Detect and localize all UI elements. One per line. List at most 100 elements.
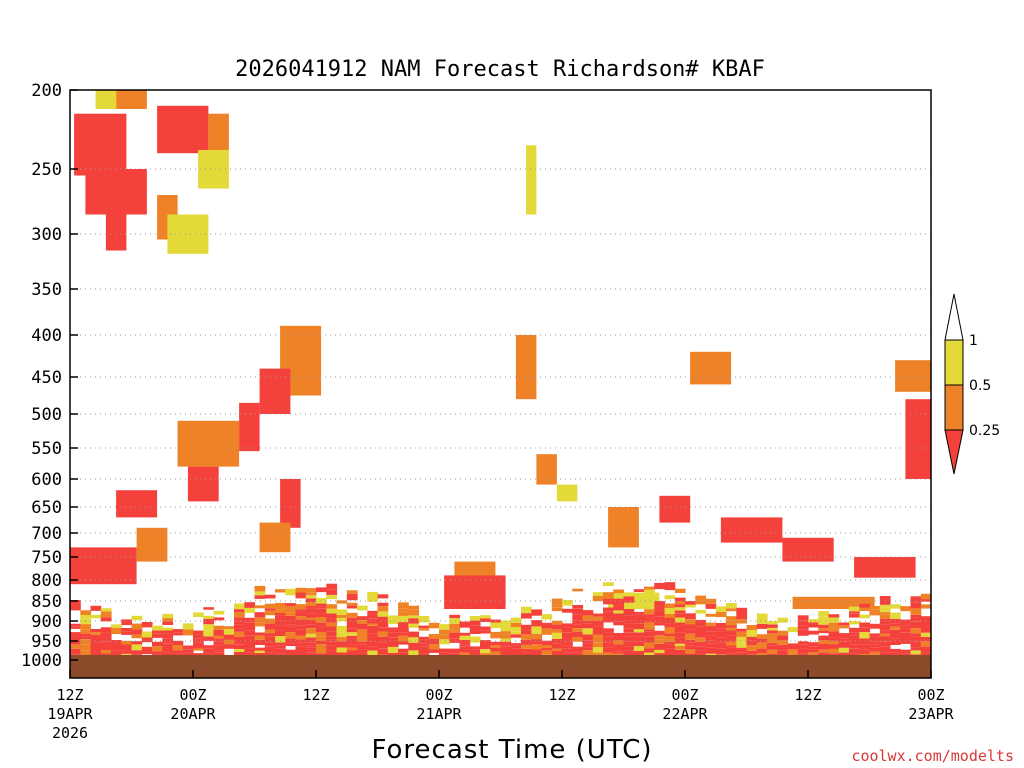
- heatmap-cell: [654, 622, 666, 626]
- heatmap-cell: [285, 588, 297, 592]
- heatmap-cell: [849, 627, 860, 633]
- heatmap-cell: [244, 635, 256, 643]
- heatmap-cell: [234, 628, 245, 632]
- heatmap-cell: [726, 630, 737, 636]
- x-tick-date-5: 22APR: [662, 705, 708, 723]
- heatmap-cell: [705, 622, 717, 626]
- heatmap-cell: [726, 616, 737, 621]
- heatmap-cell: [562, 645, 573, 649]
- heatmap-cell: [767, 621, 778, 625]
- heatmap-cell: [326, 645, 338, 651]
- heatmap-cell: [172, 640, 184, 645]
- heatmap-cell: [480, 630, 491, 634]
- heatmap-cell: [357, 605, 368, 611]
- heatmap-cell: [726, 620, 737, 626]
- heatmap-cell: [254, 605, 266, 609]
- heatmap-cell: [623, 619, 635, 624]
- heatmap-region-7: [95, 90, 117, 109]
- heatmap-cell: [664, 627, 676, 634]
- heatmap-cell: [408, 637, 420, 643]
- heatmap-cell: [910, 596, 922, 603]
- heatmap-cell: [408, 618, 420, 624]
- heatmap-cell: [541, 628, 553, 635]
- heatmap-cell: [859, 603, 871, 608]
- heatmap-cell: [131, 623, 143, 630]
- heatmap-cell: [756, 623, 768, 629]
- heatmap-cell: [674, 604, 686, 608]
- heatmap-cell: [603, 636, 614, 643]
- heatmap-cell: [500, 651, 512, 655]
- heatmap-cell: [736, 619, 748, 624]
- heatmap-cell: [398, 632, 409, 636]
- heatmap-cell: [182, 629, 194, 636]
- heatmap-cell: [203, 607, 215, 610]
- heatmap-cell: [838, 638, 850, 642]
- heatmap-cell: [664, 648, 676, 654]
- heatmap-cell: [357, 623, 368, 630]
- heatmap-cell: [121, 619, 133, 626]
- heatmap-cell: [521, 624, 532, 631]
- heatmap-cell: [920, 646, 931, 653]
- heatmap-cell: [264, 629, 276, 634]
- y-tick-label-750: 750: [31, 548, 62, 568]
- y-tick-label-400: 400: [31, 326, 62, 346]
- heatmap-region-2: [105, 214, 127, 251]
- heatmap-cell: [90, 645, 102, 650]
- heatmap-cell: [920, 616, 931, 622]
- heatmap-cell: [787, 646, 799, 650]
- heatmap-cell: [726, 641, 737, 646]
- heatmap-cell: [398, 622, 409, 629]
- heatmap-cell: [808, 630, 819, 635]
- heatmap-cell: [162, 633, 174, 639]
- heatmap-cell: [398, 611, 409, 616]
- heatmap-cell: [572, 588, 584, 592]
- heatmap-cell: [346, 650, 358, 656]
- heatmap-cell: [818, 649, 830, 653]
- heatmap-cell: [920, 632, 931, 637]
- x-tick-time-6: 12Z: [794, 686, 821, 704]
- heatmap-cell: [387, 632, 399, 638]
- heatmap-cell: [305, 645, 317, 648]
- heatmap-region-18: [259, 522, 291, 553]
- heatmap-cell: [654, 606, 666, 611]
- heatmap-cell: [203, 636, 215, 641]
- heatmap-cell: [223, 634, 235, 640]
- heatmap-cell: [336, 637, 348, 642]
- heatmap-cell: [346, 628, 358, 633]
- heatmap-cell: [613, 610, 625, 614]
- heatmap-cell: [326, 639, 338, 642]
- heatmap-cell: [562, 638, 573, 642]
- heatmap-cell: [193, 630, 204, 635]
- heatmap-cell: [305, 647, 317, 653]
- heatmap-cell: [162, 627, 174, 631]
- heatmap-cell: [910, 608, 922, 615]
- heatmap-cell: [80, 636, 92, 640]
- heatmap-cell: [193, 642, 204, 649]
- heatmap-cell: [756, 613, 768, 619]
- heatmap-cell: [828, 622, 840, 628]
- heatmap-cell: [869, 651, 881, 655]
- heatmap-cell: [910, 625, 922, 629]
- heatmap-cell: [459, 652, 471, 655]
- heatmap-cell: [726, 627, 737, 631]
- heatmap-cell: [275, 653, 286, 656]
- heatmap-cell: [275, 620, 286, 626]
- plot-frame: [69, 89, 932, 679]
- heatmap-cell: [828, 648, 840, 654]
- heatmap-cell: [551, 629, 563, 633]
- heatmap-cell: [695, 641, 707, 647]
- heatmap-cell: [818, 630, 830, 634]
- heatmap-cell: [377, 602, 389, 607]
- heatmap-cell: [70, 600, 81, 606]
- heatmap-cell: [439, 634, 450, 640]
- heatmap-cell: [613, 633, 625, 636]
- heatmap-cell: [654, 653, 666, 656]
- heatmap-cell: [316, 637, 327, 641]
- heatmap-cell: [100, 641, 112, 645]
- heatmap-cell: [910, 636, 922, 642]
- heatmap-cell: [879, 607, 891, 613]
- y-tick-label-450: 450: [31, 368, 62, 388]
- heatmap-cell: [726, 645, 737, 648]
- heatmap-cell: [736, 636, 748, 643]
- heatmap-cell: [408, 623, 420, 628]
